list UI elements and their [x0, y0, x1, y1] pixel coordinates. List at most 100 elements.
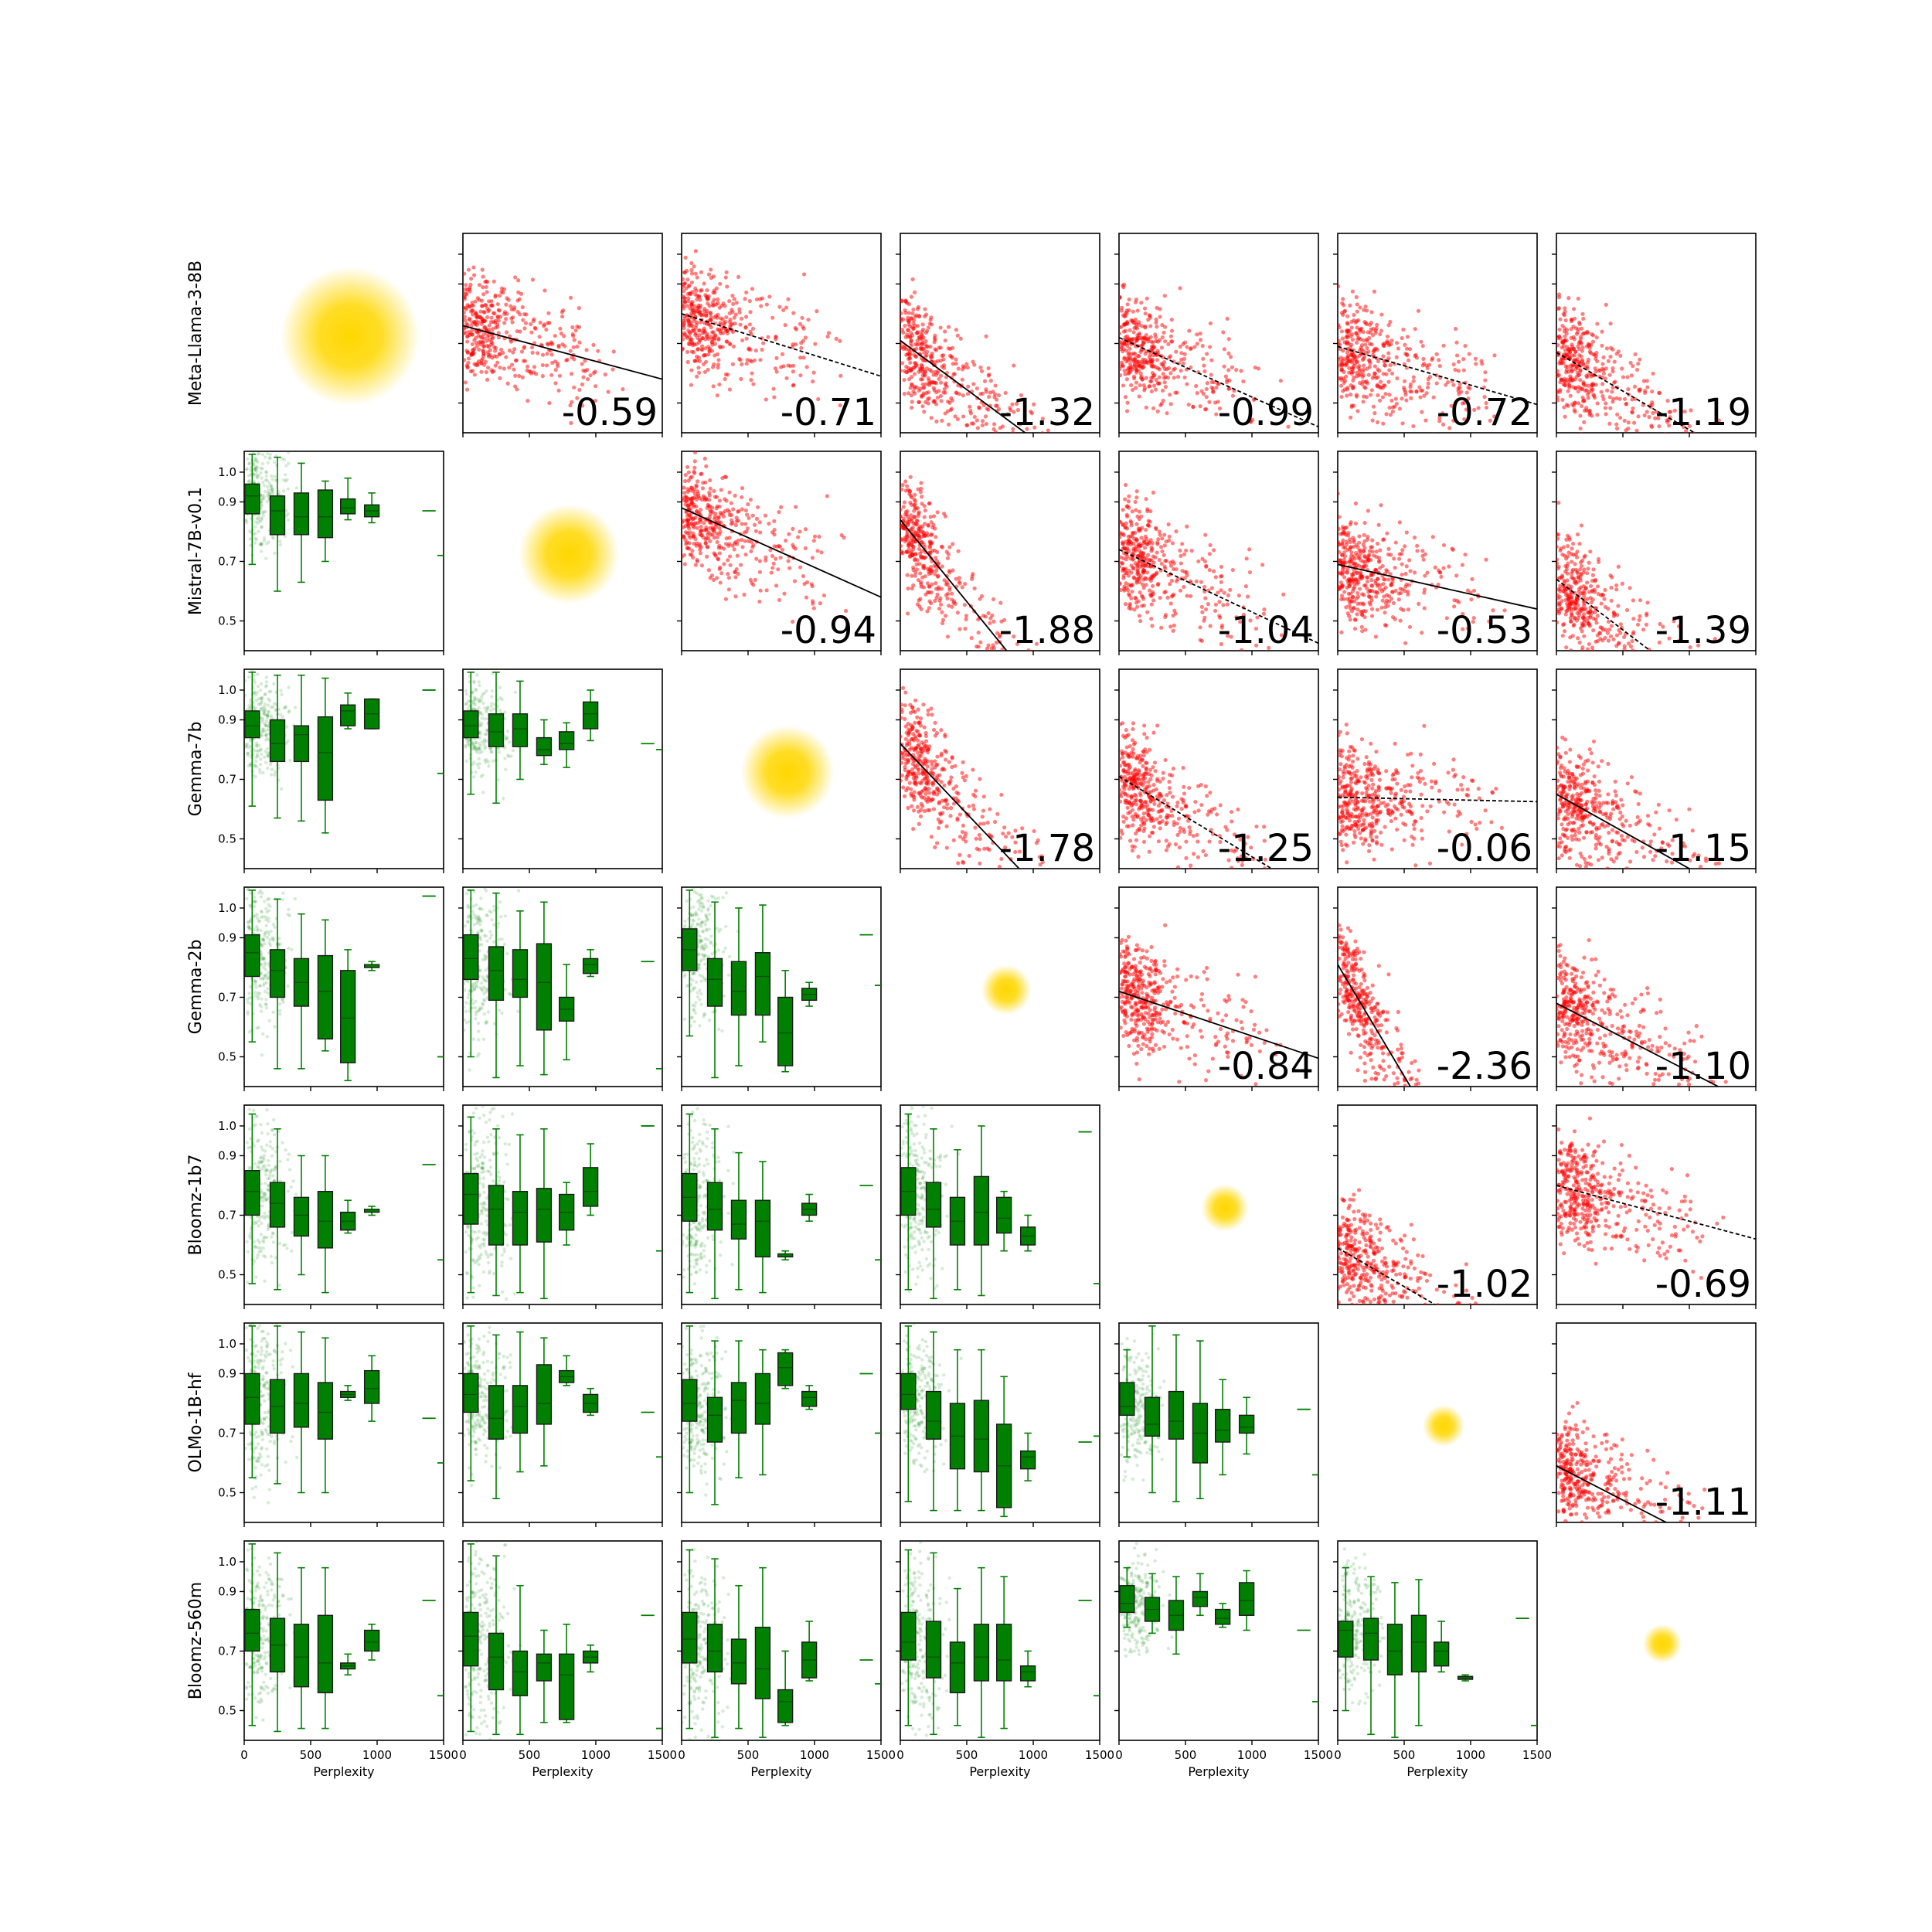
scatter-point [1036, 662, 1039, 665]
scatter-point [943, 732, 947, 737]
scatter-point [1219, 625, 1224, 630]
scatter-point [526, 364, 530, 369]
scatter-point [903, 479, 908, 484]
scatter-point [1614, 587, 1619, 592]
scatter-point [1600, 628, 1606, 632]
scatter-point [1162, 590, 1167, 595]
scatter-point [1461, 627, 1465, 631]
scatter-point [692, 264, 696, 269]
scatter-point [1338, 492, 1340, 496]
scatter-point [777, 597, 782, 603]
scatter-point [549, 340, 553, 345]
scatter-point [1573, 349, 1578, 354]
cell-frame [1337, 233, 1538, 434]
scatter-point [738, 563, 743, 567]
scatter-point [1160, 388, 1165, 393]
scatter-point [1597, 631, 1602, 635]
scatter-point [697, 542, 702, 546]
scatter-point [945, 801, 950, 807]
scatter-point [1622, 396, 1628, 401]
scatter-point [1198, 331, 1202, 336]
scatter-point [728, 324, 733, 329]
scatter-point [917, 369, 921, 374]
scatter-point [1356, 318, 1361, 323]
scatter-point [1566, 389, 1570, 393]
scatter-point [534, 372, 539, 376]
scatter-point [1606, 619, 1611, 624]
scatter-point [1010, 835, 1015, 839]
scatter-point [1611, 366, 1615, 371]
scatter-point [1154, 378, 1158, 383]
scatter-point [492, 279, 496, 284]
scatter-point [1125, 400, 1130, 405]
scatter-point [1151, 591, 1155, 597]
scatter-point [466, 267, 471, 272]
scatter-point [1377, 398, 1383, 403]
scatter-point [1205, 381, 1209, 386]
scatter-point [695, 335, 699, 340]
scatter-point [1562, 329, 1566, 334]
scatter-point [1437, 363, 1442, 369]
scatter-point [923, 307, 927, 311]
scatter-point [773, 366, 777, 371]
scatter-point [1345, 321, 1350, 326]
scatter-point [911, 318, 917, 323]
scatter-point [799, 345, 804, 350]
scatter-point [992, 819, 998, 825]
scatter-point [1566, 554, 1570, 559]
scatter-point [1122, 587, 1127, 591]
scatter-point [1583, 553, 1587, 558]
scatter-point [1146, 553, 1151, 557]
scatter-point [1569, 648, 1573, 651]
scatter-point [704, 311, 709, 316]
scatter-point [1362, 394, 1366, 399]
scatter-point [1147, 313, 1151, 318]
scatter-point [1408, 389, 1413, 393]
scatter-point [987, 394, 992, 400]
scatter-point [976, 630, 981, 635]
scatter-point [1286, 424, 1291, 429]
scatter-point [473, 299, 478, 304]
scatter-point [903, 764, 907, 770]
scatter-point [920, 495, 924, 499]
scatter-point [746, 502, 750, 507]
scatter-point [1434, 381, 1439, 386]
scatter-point [1014, 677, 1018, 681]
scatter-point [733, 522, 738, 528]
scatter-point [943, 757, 948, 762]
scatter-point [1645, 379, 1649, 383]
scatter-point [1245, 594, 1250, 599]
scatter-point [737, 307, 742, 311]
scatter-point [689, 553, 694, 557]
scatter-point [734, 301, 739, 305]
scatter-point [803, 546, 808, 551]
coefficient-label: -1.04 [1218, 609, 1314, 652]
scatter-point [1151, 490, 1156, 495]
scatter-point [463, 290, 465, 295]
scatter-point [1348, 617, 1352, 622]
scatter-point [1576, 344, 1580, 349]
scatter-point [685, 349, 690, 355]
scatter-point [1363, 342, 1368, 347]
scatter-cell: -0.53 [1333, 451, 1538, 655]
scatter-point [1403, 393, 1408, 397]
scatter-point [1394, 401, 1399, 406]
scatter-point [726, 576, 731, 580]
scatter-point [1048, 458, 1052, 462]
scatter-point [778, 505, 784, 509]
scatter-point [1696, 643, 1701, 648]
scatter-point [757, 559, 762, 563]
scatter-point [725, 339, 730, 344]
scatter-point [1460, 401, 1465, 406]
scatter-point [1122, 546, 1127, 550]
scatter-point [1144, 528, 1148, 532]
scatter-point [1233, 413, 1238, 419]
scatter-point [1026, 648, 1031, 651]
scatter-point [1406, 358, 1411, 362]
scatter-point [1175, 390, 1179, 395]
scatter-point [743, 522, 748, 526]
scatter-point [547, 400, 552, 406]
scatter-point [825, 494, 829, 498]
scatter-point [1396, 346, 1401, 351]
scatter-point [1612, 359, 1617, 364]
